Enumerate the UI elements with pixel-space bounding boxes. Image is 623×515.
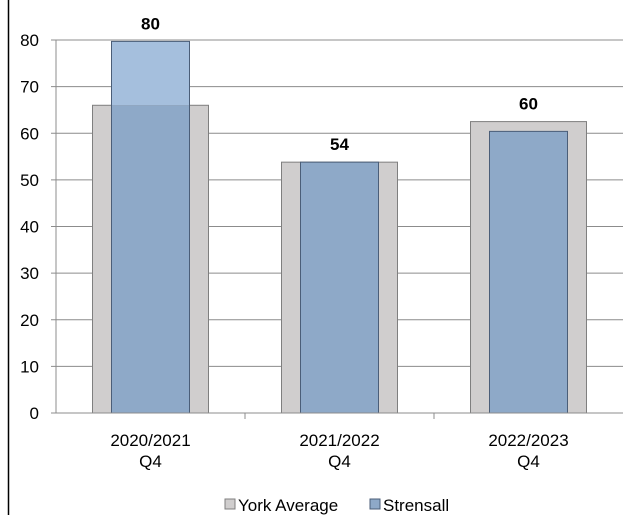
x-axis-ticks: 2020/2021 Q4 2021/2022 Q4 2022/2023 Q4: [110, 413, 569, 471]
legend-label: York Average: [238, 496, 338, 515]
legend-swatch: [224, 498, 236, 510]
bar-strensall-lower: [111, 105, 190, 414]
y-tick-label: 70: [20, 78, 39, 97]
axes: [55, 40, 623, 414]
legend-swatch: [369, 498, 381, 510]
data-labels: 80 54 60: [141, 14, 538, 154]
bars: [92, 40, 587, 414]
x-tick-label: Q4: [328, 452, 351, 471]
x-tick-label: 2021/2022: [299, 431, 379, 450]
x-tick-label: 2020/2021: [110, 431, 190, 450]
y-tick-label: 10: [20, 357, 39, 376]
x-tick-label: Q4: [517, 452, 540, 471]
legend: York Average Strensall: [224, 496, 449, 515]
data-label: 60: [519, 95, 538, 114]
x-tick-label: 2022/2023: [488, 431, 568, 450]
y-tick-label: 50: [20, 171, 39, 190]
y-tick-label: 60: [20, 124, 39, 143]
y-tick-label: 0: [30, 404, 39, 423]
y-tick-label: 40: [20, 218, 39, 237]
bar-strensall: [300, 161, 379, 414]
legend-label: Strensall: [383, 496, 449, 515]
y-tick-label: 80: [20, 31, 39, 50]
y-axis-ticks: 0 10 20 30 40 50 60 70 80: [20, 31, 56, 423]
bar-strensall-upper: [111, 41, 190, 106]
bar-strensall: [489, 130, 568, 414]
y-tick-label: 30: [20, 264, 39, 283]
y-tick-label: 20: [20, 311, 39, 330]
data-label: 54: [330, 135, 349, 154]
data-label: 80: [141, 14, 160, 33]
x-tick-label: Q4: [139, 452, 162, 471]
